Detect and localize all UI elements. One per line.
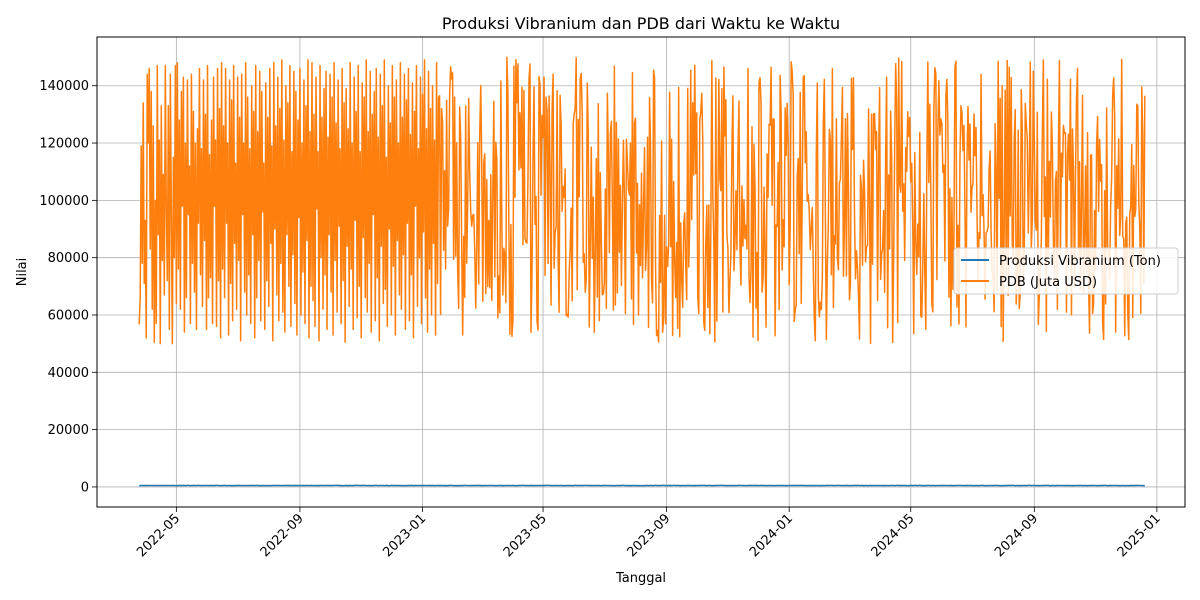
chart-title: Produksi Vibranium dan PDB dari Waktu ke… — [442, 14, 840, 33]
y-tick-label: 60000 — [48, 308, 89, 323]
y-axis: 0 20000 40000 60000 80000 100000 120000 140000 — [39, 79, 97, 495]
y-axis-title: Nilai — [15, 258, 30, 287]
x-axis: 2022-05 2022-09 2023-01 2023-05 2023-09 2024-… — [134, 507, 1164, 560]
x-tick-label: 2024-09 — [992, 511, 1041, 560]
plot-frame — [96, 36, 1186, 508]
x-axis-title: Tanggal — [615, 571, 666, 586]
legend-label-vibranium: Produksi Vibranium (Ton) — [999, 254, 1161, 269]
x-tick-label: 2024-05 — [869, 511, 918, 560]
x-tick-label: 2023-09 — [624, 511, 673, 560]
y-tick-label: 140000 — [39, 79, 89, 94]
x-tick-label: 2023-05 — [501, 511, 550, 560]
legend-label-pdb: PDB (Juta USD) — [999, 275, 1097, 290]
x-tick-label: 2023-01 — [380, 511, 429, 560]
series-layer — [138, 56, 1146, 487]
y-tick-label: 0 — [81, 480, 89, 495]
y-tick-label: 100000 — [39, 194, 89, 209]
x-tick-label: 2025-01 — [1115, 511, 1164, 560]
legend: Produksi Vibranium (Ton) PDB (Juta USD) — [953, 247, 1179, 295]
y-tick-label: 120000 — [39, 137, 89, 152]
x-tick-label: 2024-01 — [747, 511, 796, 560]
y-tick-label: 40000 — [48, 366, 89, 381]
legend-box — [953, 247, 1179, 295]
series-line-pdb — [138, 56, 1146, 345]
y-tick-label: 20000 — [48, 423, 89, 438]
y-tick-label: 80000 — [48, 251, 89, 266]
x-tick-label: 2022-05 — [134, 511, 183, 560]
x-tick-label: 2022-09 — [258, 511, 307, 560]
